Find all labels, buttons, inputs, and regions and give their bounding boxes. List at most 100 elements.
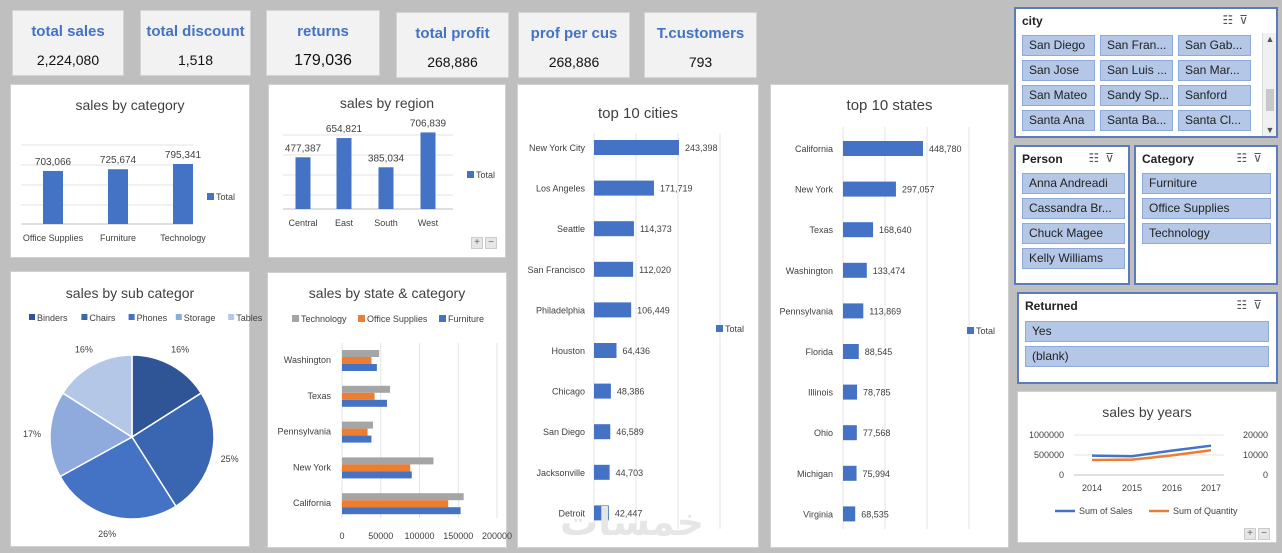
multi-select-icon[interactable]: ☷ bbox=[1236, 298, 1254, 312]
x-tick: 100000 bbox=[404, 531, 434, 541]
data-label: 46,589 bbox=[616, 427, 644, 437]
kpi-value: 268,886 bbox=[427, 54, 478, 70]
data-label: 113,869 bbox=[869, 306, 901, 316]
bar-furniture bbox=[108, 169, 128, 224]
kpi-value: 793 bbox=[688, 54, 713, 70]
slicer-item[interactable]: San Jose bbox=[1022, 60, 1095, 81]
bar bbox=[843, 344, 859, 359]
bar bbox=[594, 261, 634, 277]
chart-title: top 10 cities bbox=[597, 105, 679, 122]
slicer-item[interactable]: Sanford bbox=[1178, 85, 1251, 106]
states-chart-svg: Total California 448,780 New York 297,057 Te… bbox=[779, 127, 995, 529]
scroll-thumb[interactable] bbox=[1266, 89, 1274, 111]
data-label: 42,447 bbox=[615, 508, 643, 518]
legend-swatch bbox=[292, 315, 299, 322]
slicer-item[interactable]: San Fran... bbox=[1100, 35, 1173, 56]
slicer-item[interactable]: Cassandra Br... bbox=[1022, 198, 1125, 219]
clear-filter-icon[interactable]: ⊽ bbox=[1253, 151, 1268, 165]
scroll-down-icon[interactable]: ▼ bbox=[1265, 125, 1275, 135]
category-label: Florida bbox=[805, 347, 833, 357]
category-label: Houston bbox=[551, 346, 585, 356]
pie-slice-chairs bbox=[130, 392, 215, 508]
data-label: 25% bbox=[221, 454, 239, 464]
kpi-title: T.customers bbox=[656, 25, 745, 42]
clear-filter-icon[interactable]: ⊽ bbox=[1253, 298, 1268, 312]
multi-select-icon[interactable]: ☷ bbox=[1088, 151, 1106, 165]
slicer-item[interactable]: Santa Cl... bbox=[1178, 110, 1251, 131]
bar-technology bbox=[173, 163, 193, 224]
slicer-item[interactable]: San Diego bbox=[1022, 35, 1095, 56]
bar bbox=[843, 465, 857, 481]
multi-select-icon[interactable]: ☷ bbox=[1222, 13, 1240, 27]
slicer-item[interactable]: Furniture bbox=[1142, 173, 1271, 194]
y-tick-left: 0 bbox=[1059, 470, 1064, 480]
collapse-icon[interactable]: − bbox=[1258, 528, 1270, 540]
category-label: Washington bbox=[284, 355, 331, 365]
category-label: Seattle bbox=[557, 224, 585, 234]
kpi-value: 2,224,080 bbox=[36, 52, 100, 68]
slicer-item[interactable]: San Gab... bbox=[1178, 35, 1251, 56]
clear-filter-icon[interactable]: ⊽ bbox=[1105, 151, 1120, 165]
slicer-item[interactable]: Santa Ba... bbox=[1100, 110, 1173, 131]
slicer-item[interactable]: (blank) bbox=[1025, 346, 1269, 367]
legend-label: Total bbox=[476, 170, 495, 180]
category-label: San Francisco bbox=[527, 265, 585, 275]
data-label: 385,034 bbox=[368, 153, 405, 164]
slicer-item[interactable]: Santa Ana bbox=[1022, 110, 1095, 131]
slicer-item[interactable]: Kelly Williams bbox=[1022, 248, 1125, 269]
kpi-total-customers: T.customers 793 bbox=[644, 12, 757, 78]
clear-filter-icon[interactable]: ⊽ bbox=[1239, 13, 1254, 27]
legend-label: Binders bbox=[37, 313, 68, 323]
zoom-buttons[interactable]: + − bbox=[1242, 528, 1270, 540]
slicer-title: city bbox=[1022, 14, 1043, 28]
bar bbox=[594, 505, 609, 521]
data-label: 106,449 bbox=[637, 305, 670, 315]
bar-office-supplies bbox=[342, 392, 375, 400]
data-label: 133,474 bbox=[873, 266, 906, 276]
expand-icon[interactable]: + bbox=[471, 237, 483, 249]
bar-furniture bbox=[342, 364, 377, 371]
slicer-item[interactable]: Anna Andreadi bbox=[1022, 173, 1125, 194]
slicer-returned: Returned ☷⊽ Yes (blank) bbox=[1017, 292, 1278, 384]
category-label: Philadelphia bbox=[536, 305, 585, 315]
scroll-up-icon[interactable]: ▲ bbox=[1265, 34, 1275, 44]
slicer-item[interactable]: Chuck Magee bbox=[1022, 223, 1125, 244]
chart-top-10-states: top 10 states Total California 448,780 New… bbox=[770, 84, 1009, 548]
slicer-item[interactable]: Sandy Sp... bbox=[1100, 85, 1173, 106]
kpi-title: total sales bbox=[31, 23, 105, 40]
slicer-item[interactable]: San Mateo bbox=[1022, 85, 1095, 106]
slicer-item[interactable]: Office Supplies bbox=[1142, 198, 1271, 219]
kpi-value: 179,036 bbox=[294, 52, 352, 69]
slicer-item[interactable]: San Luis ... bbox=[1100, 60, 1173, 81]
zoom-buttons[interactable]: + − bbox=[469, 237, 497, 249]
multi-select-icon[interactable]: ☷ bbox=[1236, 151, 1254, 165]
kpi-value: 1,518 bbox=[177, 52, 214, 68]
legend-swatch bbox=[358, 315, 365, 322]
bar-technology bbox=[342, 350, 380, 357]
legend-swatch bbox=[228, 314, 235, 320]
bar-furniture bbox=[342, 435, 372, 443]
legend-swatch bbox=[175, 314, 182, 320]
y-tick-right: 0 bbox=[1263, 470, 1268, 480]
state-category-chart-svg: Technology Office Supplies Furniture 0 50… bbox=[277, 314, 512, 541]
x-tick: 0 bbox=[339, 531, 344, 541]
slicer-item[interactable]: Yes bbox=[1025, 321, 1269, 342]
legend-swatch bbox=[467, 171, 474, 178]
watermark: خمسات bbox=[560, 502, 704, 544]
bar bbox=[594, 343, 617, 358]
chart-sales-by-years: sales by years 1000000 500000 0 20000 10… bbox=[1017, 391, 1277, 543]
pie-chart-svg: 16% 25% 26% 17% 16% Binders Chairs Phones Storag… bbox=[23, 313, 263, 539]
category-chart-svg: 703,066 725,674 795,341 Office Supplies … bbox=[21, 144, 235, 243]
category-label: East bbox=[335, 218, 354, 228]
slicer-person: Person ☷⊽ Anna Andreadi Cassandra Br... … bbox=[1014, 145, 1130, 285]
bar-central bbox=[295, 157, 311, 209]
x-tick: 2017 bbox=[1201, 483, 1221, 493]
slicer-scrollbar[interactable]: ▲ ▼ bbox=[1262, 33, 1276, 136]
collapse-icon[interactable]: − bbox=[485, 237, 497, 249]
slicer-item[interactable]: San Mar... bbox=[1178, 60, 1251, 81]
expand-icon[interactable]: + bbox=[1244, 528, 1256, 540]
bar-office-supplies bbox=[342, 428, 368, 436]
slicer-item[interactable]: Technology bbox=[1142, 223, 1271, 244]
data-label: 477,387 bbox=[285, 143, 322, 154]
legend-label: Storage bbox=[184, 313, 216, 323]
